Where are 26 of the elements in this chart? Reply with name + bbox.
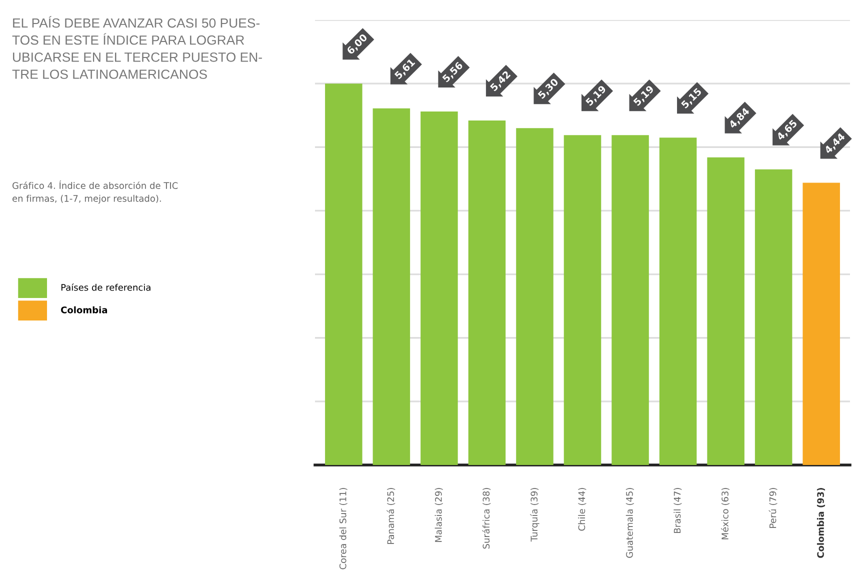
x-tick-label: México (63) (721, 488, 730, 540)
bar (325, 84, 362, 465)
bar (468, 120, 506, 465)
x-tick-label: Perú (79) (768, 488, 778, 528)
bar (754, 169, 792, 465)
bar (659, 138, 697, 465)
bar (564, 135, 602, 465)
bar (612, 135, 649, 465)
x-tick-label: Chile (44) (578, 488, 586, 531)
x-tick-label: Panamá (25) (386, 488, 396, 544)
x-tick-label: Malasia (29) (434, 488, 443, 542)
x-tick-label: Brasil (47) (674, 488, 682, 533)
legend-label: Colombia (61, 306, 108, 314)
x-tick-label: Guatemala (45) (626, 488, 634, 558)
x-tick-label: Turquía (39) (530, 488, 540, 542)
x-tick-label: Suráfrica (38) (482, 488, 491, 549)
text: Gráfico 4. Índice de absorción de TIC en firmas, (1-7, mejor resultado). (12, 180, 178, 204)
bar (420, 112, 458, 465)
bar (372, 108, 410, 465)
text: EL PAÍS DEBE AVANZAR CASI 50 PUES- TOS EN ESTE ÍNDICE PARA LOGRAR UBICARSE EN EL TERCER PUESTO EN- TRE LOS LATINOAMERICANOS (12, 16, 262, 79)
x-tick-label: Colombia (93) (816, 488, 826, 558)
legend-label: Países de referencia (61, 283, 150, 291)
bar (707, 157, 744, 465)
x-tick-label: Corea del Sur (11) (339, 488, 348, 570)
bar (802, 182, 840, 465)
bar (516, 128, 554, 465)
